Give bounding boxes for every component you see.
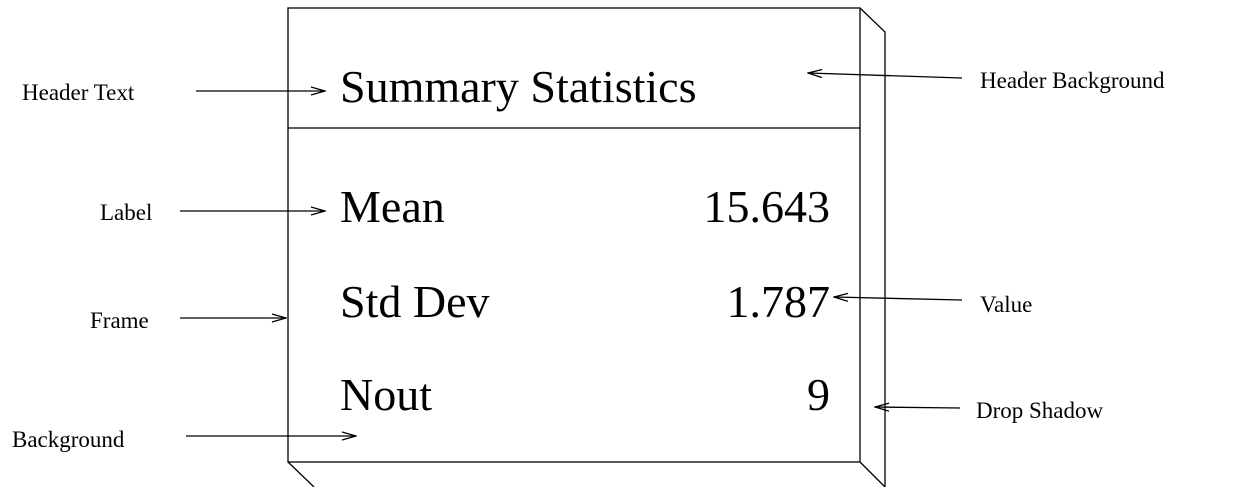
annotation: Header Text xyxy=(22,80,135,105)
header-title: Summary Statistics xyxy=(340,61,697,112)
row-label: Mean xyxy=(340,181,445,232)
annotation: Background xyxy=(12,427,125,452)
arrow xyxy=(834,297,963,300)
annotations: Header Text Header Background Label Fram… xyxy=(12,68,1165,452)
annotation: Drop Shadow xyxy=(976,398,1104,423)
annotation: Header Background xyxy=(980,68,1165,93)
drop-shadow-right xyxy=(859,7,886,487)
row-value: 15.643 xyxy=(704,181,831,232)
annotation: Value xyxy=(980,292,1032,317)
arrow xyxy=(875,407,961,408)
drop-shadow-bottom xyxy=(287,461,315,487)
stats-box: Summary Statistics Mean 15.643 Std Dev 1… xyxy=(287,7,886,487)
row-label: Std Dev xyxy=(340,276,490,327)
frame xyxy=(287,7,861,463)
arrow xyxy=(808,73,963,79)
annotation: Frame xyxy=(90,308,149,333)
row-value: 1.787 xyxy=(727,276,831,327)
row-label: Nout xyxy=(340,369,432,420)
row-value: 9 xyxy=(807,369,830,420)
annotation: Label xyxy=(100,200,152,225)
drop-shadow-corner xyxy=(859,461,886,487)
